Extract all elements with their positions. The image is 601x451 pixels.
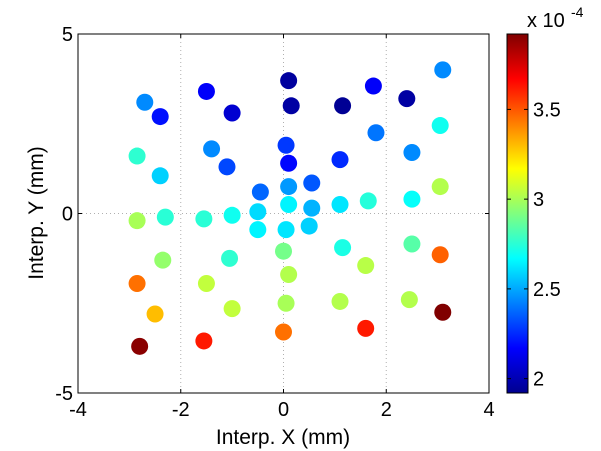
data-point (197, 275, 215, 293)
data-point (275, 323, 292, 341)
data-point (431, 246, 449, 264)
data-point (151, 167, 169, 185)
data-point (357, 319, 375, 337)
data-point (223, 104, 241, 122)
x-tick-label: 0 (278, 399, 289, 421)
data-point (223, 206, 241, 224)
data-point (280, 154, 298, 172)
data-point (131, 337, 149, 355)
data-point (146, 305, 164, 323)
colorbar-multiplier: x 10 (527, 10, 565, 32)
data-point (300, 217, 318, 235)
data-point (434, 303, 452, 321)
data-point (331, 196, 349, 214)
data-point (400, 291, 418, 309)
data-point (364, 77, 382, 95)
x-tick-label: -4 (69, 399, 87, 421)
data-point (280, 72, 298, 90)
data-point (398, 90, 416, 108)
data-point (334, 239, 352, 257)
data-point (357, 257, 375, 275)
x-tick-label: -2 (172, 399, 190, 421)
x-tick-label: 4 (483, 399, 494, 421)
y-tick-label: 0 (62, 204, 73, 226)
data-point (331, 151, 349, 169)
x-tick-label: 2 (381, 399, 392, 421)
colorbar-exponent: -4 (571, 4, 584, 20)
data-point (136, 93, 154, 111)
data-point (203, 140, 221, 158)
y-axis-label: Interp. Y (mm) (25, 146, 48, 279)
axis-ticks: -4 -2 0 2 4 5 0 -5 (55, 24, 494, 421)
x-axis-label: Interp. X (mm) (216, 426, 350, 449)
data-point (251, 183, 269, 201)
data-point (277, 136, 295, 154)
colorbar-tick-label: 3.5 (533, 99, 561, 121)
colorbar-tick-label: 2.5 (533, 279, 561, 301)
data-point (431, 178, 449, 196)
y-tick-label: 5 (62, 24, 73, 46)
data-point (151, 108, 169, 126)
data-point (218, 158, 236, 176)
data-point (403, 190, 421, 208)
data-point (195, 332, 213, 350)
data-point (334, 97, 352, 115)
data-point (303, 199, 321, 217)
data-point (249, 203, 267, 221)
data-point (128, 275, 146, 293)
data-point (434, 61, 452, 79)
data-point (403, 235, 421, 253)
data-point (282, 97, 300, 115)
data-point (403, 143, 421, 161)
data-point (277, 221, 295, 239)
data-point (249, 221, 267, 239)
data-points (128, 61, 452, 355)
data-point (223, 300, 241, 318)
grid (78, 34, 489, 393)
data-point (280, 196, 298, 214)
data-point (128, 212, 146, 230)
colorbar-ticks: 3.5 3 2.5 2 (507, 99, 561, 391)
data-point (277, 294, 295, 312)
colorbar-tick-label: 3 (533, 189, 544, 211)
data-point (303, 174, 321, 192)
y-tick-label: -5 (55, 383, 73, 405)
data-point (154, 251, 172, 269)
data-point (359, 192, 377, 210)
data-point (156, 208, 174, 226)
data-point (367, 124, 385, 142)
data-point (280, 266, 298, 284)
colorbar-tick-label: 2 (533, 369, 544, 391)
data-point (280, 178, 298, 196)
data-point (128, 147, 146, 165)
data-point (431, 117, 449, 135)
data-point (331, 292, 349, 310)
data-point (275, 242, 292, 260)
data-point (221, 249, 239, 267)
data-point (195, 210, 213, 228)
colorbar (506, 33, 529, 394)
data-point (197, 82, 215, 100)
